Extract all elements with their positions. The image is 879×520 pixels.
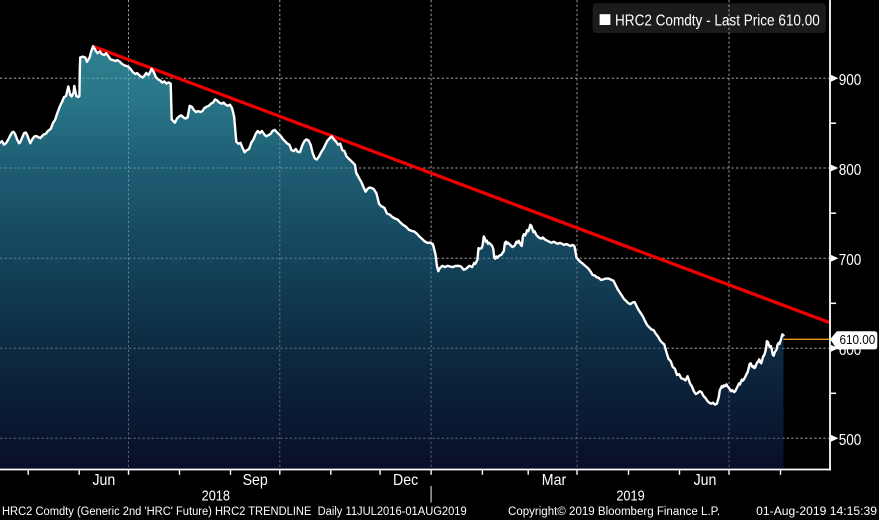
svg-text:2019: 2019: [616, 486, 645, 503]
svg-text:Jun: Jun: [694, 473, 717, 490]
svg-text:Dec: Dec: [393, 473, 418, 490]
svg-text:2018: 2018: [202, 486, 231, 503]
svg-text:HRC2 Comdty - Last Price 610.0: HRC2 Comdty - Last Price 610.00: [615, 13, 820, 30]
svg-text:Copyright© 2019 Bloomberg Fina: Copyright© 2019 Bloomberg Finance L.P.: [508, 504, 720, 518]
svg-text:HRC2 Comdty (Generic 2nd 'HRC': HRC2 Comdty (Generic 2nd 'HRC' Future) H…: [2, 504, 467, 518]
svg-text:610.00: 610.00: [840, 332, 876, 347]
svg-text:Mar: Mar: [542, 473, 566, 490]
svg-text:900: 900: [839, 72, 862, 89]
svg-text:Jun: Jun: [92, 473, 115, 490]
svg-text:700: 700: [839, 252, 862, 269]
svg-text:Sep: Sep: [243, 473, 268, 490]
svg-text:01-Aug-2019 14:15:39: 01-Aug-2019 14:15:39: [756, 504, 877, 518]
svg-text:500: 500: [839, 432, 862, 449]
svg-text:800: 800: [839, 162, 862, 179]
